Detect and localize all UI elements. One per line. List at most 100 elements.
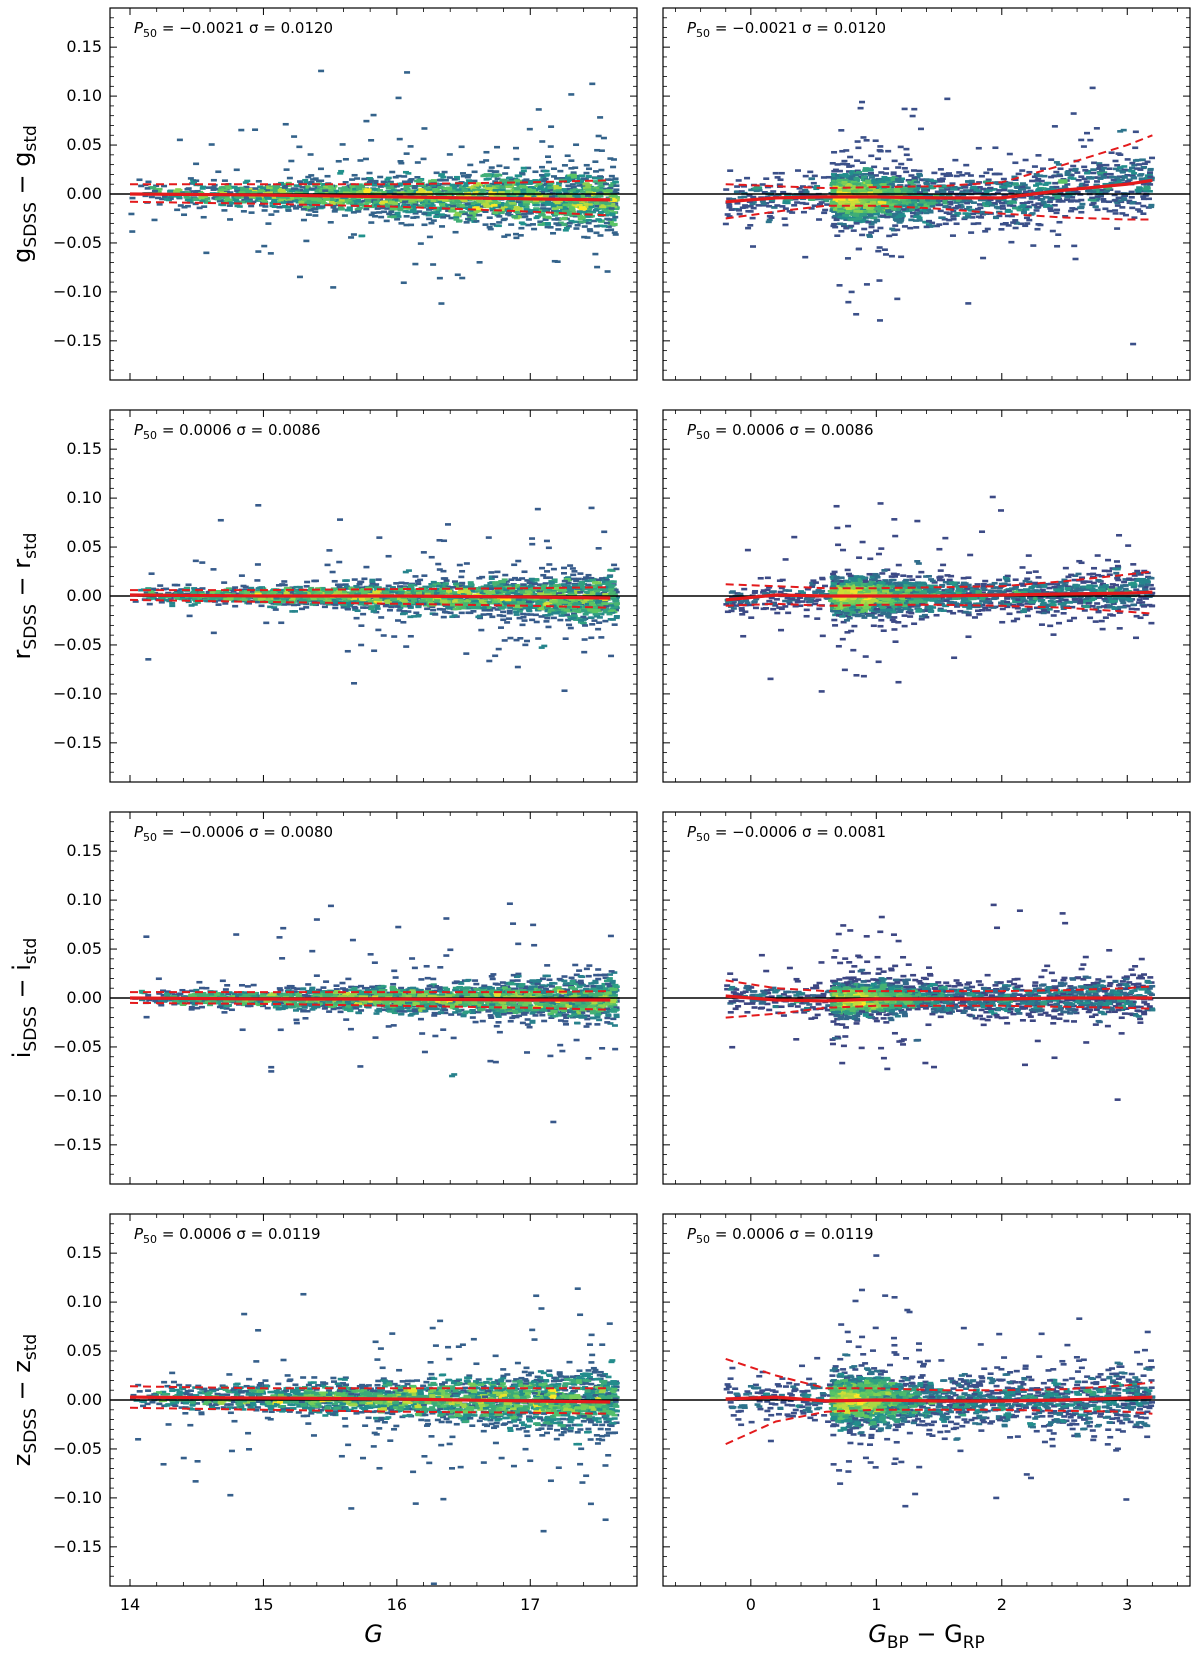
data-point [472, 201, 479, 205]
data-point [298, 197, 305, 201]
data-point [607, 186, 614, 190]
data-point [1089, 196, 1096, 200]
data-point [824, 203, 831, 206]
data-point [930, 182, 937, 185]
data-point [959, 191, 966, 194]
data-point [401, 197, 408, 201]
data-point [829, 209, 836, 212]
data-point [1068, 168, 1075, 171]
data-point [1039, 197, 1046, 201]
data-point [501, 235, 508, 238]
data-point [1094, 180, 1101, 183]
data-point [1114, 164, 1121, 167]
data-point [327, 185, 334, 188]
data-point [492, 211, 499, 215]
data-point [319, 199, 326, 203]
data-point [1012, 178, 1019, 181]
data-point [487, 227, 494, 231]
data-point [370, 211, 377, 215]
data-point [1053, 185, 1060, 189]
data-point [890, 187, 897, 191]
data-point [1027, 189, 1034, 193]
data-point [467, 215, 474, 219]
data-point [569, 189, 576, 192]
data-point [834, 163, 841, 166]
data-point [142, 194, 149, 198]
data-point [238, 128, 245, 132]
data-point [913, 226, 920, 229]
data-point [384, 207, 391, 210]
data-point [453, 218, 460, 221]
data-point [736, 209, 743, 212]
data-point [947, 174, 954, 177]
data-point [530, 194, 537, 198]
data-point [1007, 189, 1014, 193]
data-point [736, 212, 743, 216]
data-point [585, 190, 592, 194]
data-point [569, 178, 576, 182]
data-point [1096, 162, 1103, 165]
data-point [379, 206, 386, 210]
data-point [465, 193, 472, 197]
data-point [394, 217, 401, 221]
data-point [366, 180, 373, 184]
data-point [245, 189, 252, 193]
data-point [542, 209, 549, 212]
data-point [892, 224, 899, 227]
data-point [482, 201, 489, 205]
data-point [585, 174, 592, 178]
data-point [811, 204, 818, 208]
data-point [513, 157, 520, 161]
data-point [888, 215, 895, 218]
data-point [461, 189, 468, 193]
data-point [1109, 175, 1116, 179]
data-point [330, 187, 337, 190]
data-point [507, 213, 514, 217]
data-point [512, 208, 519, 211]
data-point [592, 160, 599, 163]
data-point [786, 198, 793, 201]
data-point [269, 201, 276, 205]
data-point [931, 180, 938, 184]
data-point [941, 217, 948, 221]
data-point [1084, 171, 1091, 175]
data-point [377, 175, 384, 179]
data-point [597, 224, 604, 228]
data-point [1074, 171, 1081, 174]
data-point [1074, 199, 1081, 203]
data-point [928, 205, 935, 208]
data-point [336, 202, 343, 205]
data-point [825, 175, 832, 179]
data-point [903, 170, 910, 174]
data-point [527, 179, 534, 183]
data-point [898, 255, 905, 259]
data-point [766, 204, 773, 208]
data-point [568, 206, 575, 209]
data-point [300, 218, 307, 222]
data-point [823, 199, 830, 203]
data-point [196, 206, 203, 210]
data-point [553, 186, 560, 189]
data-point [921, 187, 928, 190]
data-point [939, 177, 946, 181]
data-point [407, 197, 414, 201]
data-point [545, 200, 552, 203]
data-point [1084, 131, 1091, 135]
data-point [421, 212, 428, 215]
data-point [1000, 198, 1007, 202]
data-point [1068, 173, 1075, 177]
data-point [174, 208, 181, 212]
data-point [1039, 203, 1046, 207]
data-point [129, 230, 136, 233]
data-point [578, 220, 585, 224]
data-point [590, 210, 597, 214]
data-point [1106, 167, 1113, 171]
data-point [1140, 204, 1147, 208]
data-point [238, 186, 245, 190]
data-point [849, 172, 856, 175]
data-point [164, 198, 171, 201]
data-point [1134, 167, 1141, 170]
data-point [597, 116, 604, 119]
data-point [1033, 184, 1040, 187]
data-point [557, 221, 564, 225]
